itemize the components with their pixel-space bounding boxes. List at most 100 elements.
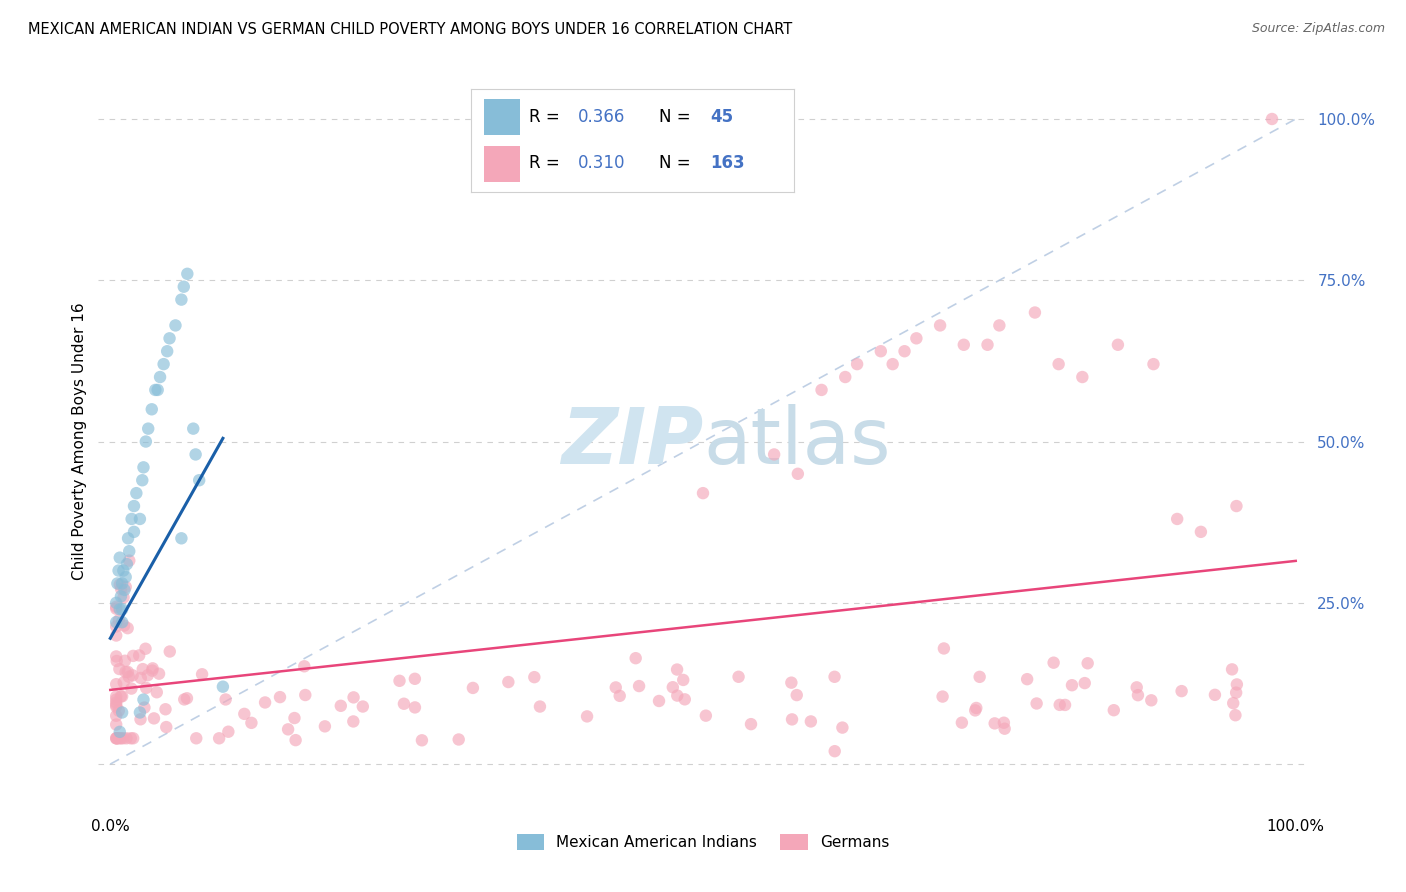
Text: N =: N = xyxy=(658,109,696,127)
Point xyxy=(352,699,374,714)
Point xyxy=(105,731,128,746)
Point xyxy=(461,681,484,695)
Point xyxy=(605,681,627,695)
Point xyxy=(994,722,1017,736)
Point xyxy=(184,447,207,461)
Point xyxy=(159,644,181,658)
Point xyxy=(1220,662,1243,676)
Point xyxy=(810,383,832,397)
Point xyxy=(122,731,145,746)
FancyBboxPatch shape xyxy=(484,99,520,136)
Point xyxy=(114,665,136,679)
Point xyxy=(108,724,131,739)
Point xyxy=(105,717,128,731)
Point xyxy=(148,666,170,681)
Point xyxy=(695,708,717,723)
Point xyxy=(159,331,181,345)
Point xyxy=(135,641,157,656)
Point xyxy=(112,591,135,605)
Point xyxy=(155,720,177,734)
Point xyxy=(214,692,236,706)
Point xyxy=(388,673,411,688)
Point xyxy=(1025,697,1047,711)
Point xyxy=(1222,696,1244,710)
Point xyxy=(111,706,134,720)
Point xyxy=(143,711,166,725)
Point xyxy=(523,670,546,684)
Point xyxy=(609,689,631,703)
Point xyxy=(1204,688,1226,702)
Point xyxy=(1225,686,1247,700)
Point xyxy=(176,267,198,281)
Point xyxy=(740,717,762,731)
Point xyxy=(1047,357,1070,371)
Point xyxy=(105,731,128,746)
Point xyxy=(105,731,128,746)
Point xyxy=(1042,656,1064,670)
Point xyxy=(965,701,987,715)
Point xyxy=(727,670,749,684)
Point xyxy=(105,708,128,723)
Point xyxy=(1189,524,1212,539)
Point xyxy=(149,370,172,384)
Point xyxy=(1074,676,1097,690)
Point xyxy=(117,665,139,679)
Point xyxy=(188,473,211,487)
Point xyxy=(1226,677,1249,691)
Point xyxy=(932,641,955,656)
Point xyxy=(125,486,148,500)
Point xyxy=(692,486,714,500)
Text: 163: 163 xyxy=(710,154,745,172)
Point xyxy=(120,681,142,696)
Point xyxy=(146,685,169,699)
Point xyxy=(105,677,128,691)
Text: 0.310: 0.310 xyxy=(578,154,626,172)
Point xyxy=(186,731,208,746)
Point xyxy=(672,673,695,687)
Point xyxy=(114,570,136,584)
Point xyxy=(993,715,1015,730)
Point xyxy=(212,680,235,694)
Point xyxy=(142,661,165,675)
Point xyxy=(931,690,953,704)
Point xyxy=(134,700,156,714)
Point xyxy=(780,712,803,726)
Point xyxy=(108,662,131,676)
Point xyxy=(1107,338,1129,352)
Point xyxy=(292,659,315,673)
Point xyxy=(666,689,689,703)
Point xyxy=(976,338,998,352)
Text: atlas: atlas xyxy=(703,403,890,480)
Point xyxy=(128,648,150,663)
Point xyxy=(121,512,143,526)
Point xyxy=(136,422,159,436)
Point xyxy=(132,692,155,706)
Point xyxy=(1060,678,1083,692)
Point xyxy=(118,544,141,558)
Point xyxy=(110,590,132,604)
Point xyxy=(156,344,179,359)
Point xyxy=(141,402,163,417)
Point xyxy=(108,577,131,591)
Point xyxy=(122,524,145,539)
Point xyxy=(105,628,128,642)
Y-axis label: Child Poverty Among Boys Under 16: Child Poverty Among Boys Under 16 xyxy=(72,302,87,581)
Point xyxy=(129,671,152,685)
Point xyxy=(254,696,277,710)
Point xyxy=(404,700,426,714)
Point xyxy=(1054,698,1077,712)
Point xyxy=(529,699,551,714)
Point xyxy=(648,694,671,708)
Point xyxy=(170,531,193,545)
Point xyxy=(118,553,141,567)
Point xyxy=(105,696,128,710)
Point xyxy=(105,599,128,614)
Point xyxy=(869,344,891,359)
Point xyxy=(122,648,145,663)
Text: 0.366: 0.366 xyxy=(578,109,626,127)
Point xyxy=(191,667,214,681)
Point xyxy=(1140,693,1163,707)
Point xyxy=(314,719,336,733)
Point xyxy=(628,679,651,693)
Point xyxy=(952,338,974,352)
